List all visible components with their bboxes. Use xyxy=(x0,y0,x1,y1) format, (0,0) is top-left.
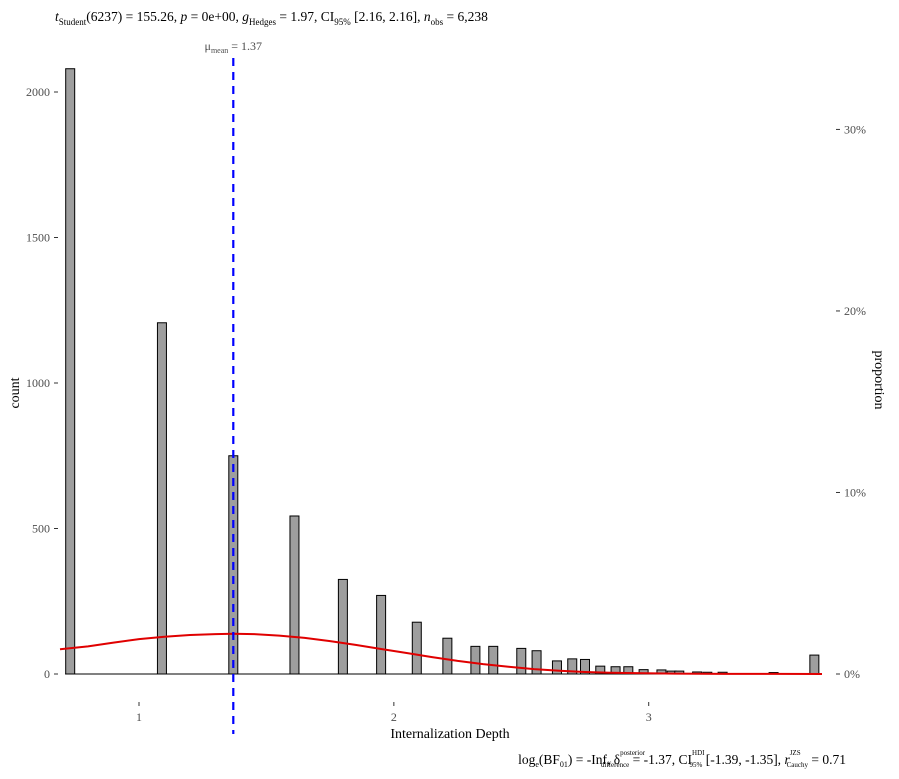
histogram-bar-26 xyxy=(809,654,820,675)
chart-title: tStudent(6237) = 155.26, p = 0e+00, gHed… xyxy=(55,9,488,27)
histogram-bars xyxy=(65,68,820,675)
x-tick-label-0: 1 xyxy=(136,710,142,724)
mean-label: μmean = 1.37 xyxy=(205,39,263,55)
x-tick-label-1: 2 xyxy=(391,710,397,724)
density-curve xyxy=(59,632,823,675)
histogram-bar-8 xyxy=(470,645,481,675)
histogram-bar-10 xyxy=(516,647,527,675)
histogram-bar-4 xyxy=(337,578,348,675)
density-curve-group xyxy=(59,632,823,675)
histogram-bar-1 xyxy=(156,322,167,675)
mean-line-group: μmean = 1.37 xyxy=(205,39,263,734)
x-tick-label-2: 3 xyxy=(646,710,652,724)
histogram-bar-13 xyxy=(567,658,578,675)
histogram-bar-5 xyxy=(376,594,387,675)
y2-tick-label-3: 30% xyxy=(844,122,866,136)
y2-tick-label-0: 0% xyxy=(844,667,860,681)
y-tick-label-1: 500 xyxy=(32,522,50,536)
histogram-bar-11 xyxy=(531,650,542,675)
y-tick-label-4: 2000 xyxy=(26,85,50,99)
histogram-bar-16 xyxy=(610,666,621,675)
histogram-bar-3 xyxy=(289,515,300,675)
y-axis-right: 0% 10% 20% 30% xyxy=(836,122,866,681)
histogram-bar-12 xyxy=(551,660,562,675)
histogram-bar-9 xyxy=(488,645,499,675)
y-axis-left: 0 500 1000 1500 2000 xyxy=(26,85,58,681)
chart-caption: loge(BF01) = -Inf, δposterior difference … xyxy=(518,749,846,769)
y2-tick-label-1: 10% xyxy=(844,485,866,499)
histogram-bar-7 xyxy=(442,637,453,675)
histogram-bar-6 xyxy=(411,621,422,675)
y2-tick-label-2: 20% xyxy=(844,304,866,318)
histogram-bar-0 xyxy=(65,68,76,675)
y2-axis-title: proportion xyxy=(871,350,886,409)
x-axis-title: Internalization Depth xyxy=(390,727,509,742)
histogram-bar-14 xyxy=(579,658,590,675)
y-tick-label-2: 1000 xyxy=(26,376,50,390)
x-axis: 1 2 3 xyxy=(136,702,652,724)
y-tick-label-0: 0 xyxy=(44,667,50,681)
y-axis-title: count xyxy=(8,377,23,408)
y-tick-label-3: 1500 xyxy=(26,231,50,245)
histogram-bar-15 xyxy=(595,665,606,675)
